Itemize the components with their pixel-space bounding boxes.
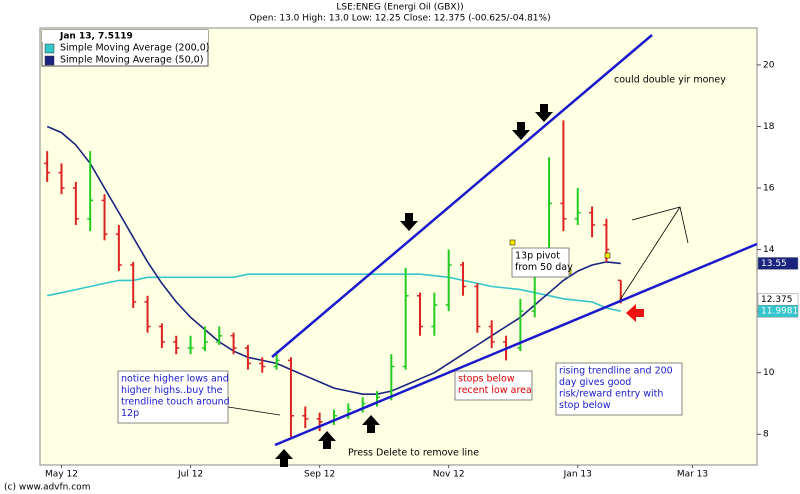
annotation-text: day gives good: [559, 377, 631, 388]
down-arrow: [535, 104, 553, 122]
status-text: Press Delete to remove line: [348, 448, 479, 459]
trendline: [271, 34, 653, 358]
y-tick-label: 16: [763, 184, 775, 194]
y-tick-label: 18: [763, 122, 775, 132]
chart-subtitle: Open: 13.0 High: 13.0 Low: 12.25 Close: …: [249, 14, 550, 24]
legend-swatch: [44, 43, 55, 54]
annotation-box: [454, 370, 533, 401]
annotation-text: stops below: [458, 374, 515, 385]
annotation-text: 13p pivot: [515, 251, 560, 262]
left-arrow: [626, 304, 644, 322]
x-tick-label: May 12: [45, 470, 78, 480]
x-tick-label: Jan 13: [563, 470, 592, 480]
annotation-text: from 50 day: [515, 262, 573, 273]
up-arrow: [275, 449, 293, 467]
price-tag: [757, 304, 799, 318]
callout-line: [227, 406, 281, 416]
legend: Jan 13, 7.5119 Simple Moving Average (20…: [41, 29, 209, 67]
footer: (c) www.advfn.com: [4, 483, 90, 493]
drawings: [227, 34, 758, 467]
y-tick-label: 14: [763, 245, 775, 255]
annotation-text: 12p: [121, 408, 139, 419]
annotation-text: trendline touch around: [121, 397, 230, 408]
cursor-label: Jan 13, 7.5119: [59, 32, 133, 42]
annotation-text: stop below: [559, 400, 611, 411]
y-tick-label: 8: [763, 430, 769, 440]
annotation-text: rising trendline and 200: [559, 366, 673, 377]
projection-line: [619, 206, 681, 301]
annotation-text: notice higher lows and: [121, 374, 229, 385]
annotation-text: recent low area: [458, 385, 532, 396]
y-tick-label: 20: [763, 60, 775, 70]
annotation-text: risk/reward entry with: [559, 389, 663, 400]
projection-arrow: [631, 206, 689, 244]
annotation-text: higher highs..buy the: [121, 385, 223, 396]
handle: [509, 239, 516, 246]
up-arrow: [318, 431, 336, 449]
handle: [604, 252, 611, 259]
down-arrow: [400, 213, 418, 231]
annotation-box: [511, 247, 570, 278]
chart-title: LSE:ENEG (Energi Oil (GBX)): [336, 3, 463, 13]
up-arrow: [362, 415, 380, 433]
moving-average-line: [46, 125, 621, 395]
cursor-box: [42, 30, 208, 42]
price-tag-label: 12.375: [761, 295, 793, 305]
down-arrow: [512, 122, 530, 140]
x-tick-label: Sep 12: [304, 470, 335, 480]
legend-swatch: [44, 55, 55, 66]
price-tag-label: 13.55: [761, 259, 787, 269]
price-tag: [757, 257, 799, 270]
legend-label: Simple Moving Average (50,0): [60, 55, 203, 66]
moving-average-line: [47, 273, 621, 312]
trendline: [274, 242, 758, 447]
x-tick-label: Jul 12: [177, 470, 203, 480]
annotation-box: [555, 362, 683, 416]
marks: [44, 120, 624, 438]
x-tick-label: Nov 12: [433, 470, 465, 480]
annotation-text: could double yir money: [614, 75, 726, 86]
annotation-box: [117, 370, 229, 424]
y-tick-label: 10: [763, 368, 775, 378]
legend-label: Simple Moving Average (200,0): [60, 43, 209, 54]
x-tick-label: Mar 13: [677, 470, 708, 480]
price-tag-label: 11.9981: [761, 307, 798, 317]
